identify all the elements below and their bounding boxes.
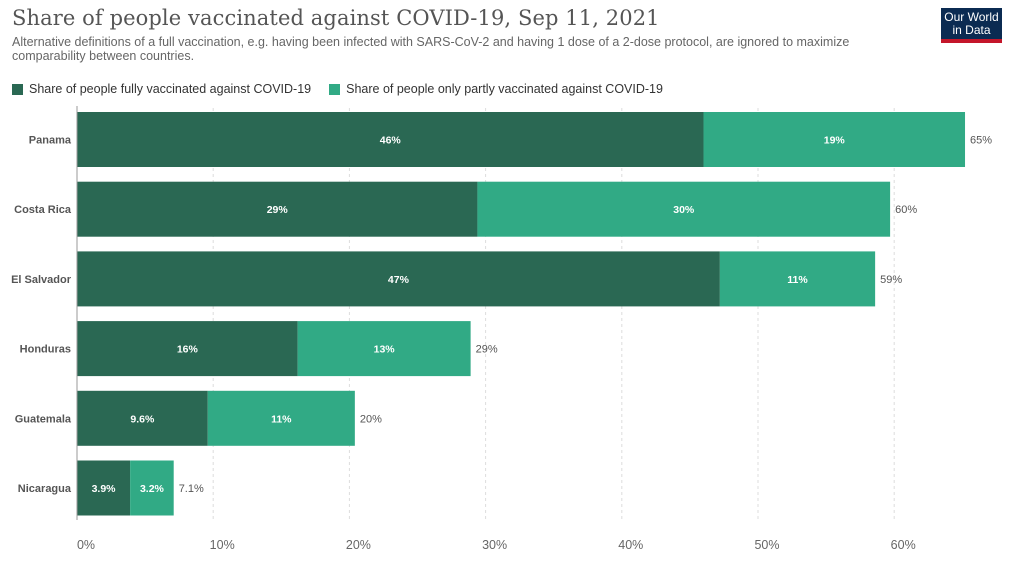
x-tick-label: 20% [346,538,371,552]
legend-item-partly[interactable]: Share of people only partly vaccinated a… [329,82,663,96]
data-label: 13% [374,344,396,356]
category-label: Panama [29,135,72,147]
category-label: Honduras [20,344,71,356]
data-label: 16% [177,344,199,356]
data-label: 3.9% [92,483,117,495]
legend-swatch-partly [329,83,341,95]
data-label: 30% [673,204,695,216]
bar-segment[interactable] [77,460,131,516]
category-label: Guatemala [15,413,72,425]
bar-segment[interactable] [77,112,704,167]
total-label: 60% [895,204,917,216]
x-tick-label: 40% [618,538,643,552]
x-tick-label: 30% [482,538,507,552]
bar-segment[interactable] [130,460,174,516]
x-tick-label: 50% [754,538,779,552]
data-label: 3.2% [140,483,165,495]
bar-segment[interactable] [477,181,891,237]
category-label: El Salvador [11,274,72,286]
data-label: 19% [824,135,846,147]
legend-swatch-fully [12,83,23,95]
total-label: 7.1% [179,483,204,495]
chart-title: Share of people vaccinated against COVID… [12,6,660,30]
total-label: 59% [880,274,902,286]
bar-segment[interactable] [77,321,298,377]
owid-logo[interactable]: Our World in Data [941,8,1002,43]
total-label: 29% [476,344,498,356]
legend-label-partly: Share of people only partly vaccinated a… [346,82,663,96]
data-label: 29% [267,204,289,216]
legend-label-fully: Share of people fully vaccinated against… [29,82,312,96]
bar-segment[interactable] [77,251,720,307]
bar-segment[interactable] [77,390,208,446]
x-tick-label: 0% [77,538,95,552]
data-label: 9.6% [130,413,155,425]
x-tick-label: 10% [210,538,235,552]
bar-segment[interactable] [297,321,471,377]
bar-chart: 0% 10% 20% 30% 40% 50% 60% Panama 46% 19% 65% Costa… [11,106,992,552]
category-label: Nicaragua [18,483,72,495]
bar-segment[interactable] [719,251,876,307]
legend-item-fully[interactable]: Share of people fully vaccinated against… [12,82,311,96]
chart-subtitle: Alternative definitions of a full vaccin… [12,35,850,63]
x-tick-label: 60% [891,538,916,552]
total-label: 65% [970,135,992,147]
data-label: 11% [787,274,808,286]
logo-line-2: in Data [952,23,991,37]
logo-line-1: Our World [944,10,999,24]
bar-segment[interactable] [703,112,966,167]
data-label: 11% [271,413,292,425]
bar-segment[interactable] [207,390,355,446]
data-label: 46% [380,135,402,147]
total-label: 20% [360,413,382,425]
category-label: Costa Rica [14,204,72,216]
data-label: 47% [388,274,410,286]
chart-legend: Share of people fully vaccinated against… [12,82,681,96]
bar-segment[interactable] [77,181,478,237]
